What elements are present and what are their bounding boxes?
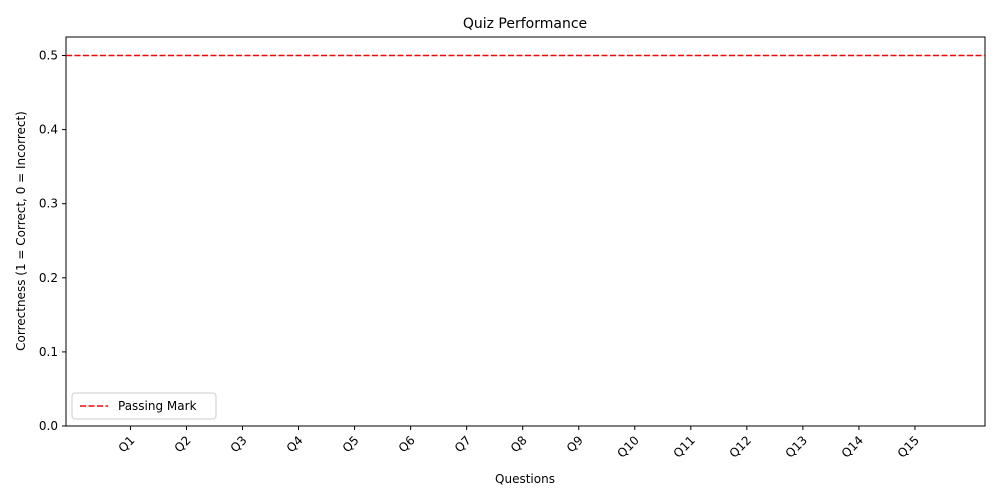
y-axis-ticks: 0.0 0.1 0.2 0.3 0.4 0.5 [39, 49, 66, 433]
x-axis-label: Questions [495, 472, 555, 486]
legend-box [71, 392, 217, 420]
y-tick-label: 0.5 [39, 49, 58, 63]
plot-frame [65, 36, 986, 427]
legend: Passing Mark [71, 392, 217, 420]
y-axis-label: Correctness (1 = Correct, 0 = Incorrect) [14, 111, 28, 351]
y-tick-label: 0.0 [39, 419, 58, 433]
legend-label-passing-mark: Passing Mark [118, 399, 197, 413]
y-tick-label: 0.4 [39, 123, 58, 137]
y-tick-label: 0.3 [39, 197, 58, 211]
chart-title: Quiz Performance [463, 16, 587, 32]
y-tick-label: 0.1 [39, 345, 58, 359]
plot-area [65, 36, 986, 427]
y-tick-label: 0.2 [39, 271, 58, 285]
